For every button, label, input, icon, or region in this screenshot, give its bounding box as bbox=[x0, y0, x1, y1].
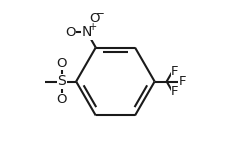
Text: N: N bbox=[82, 25, 92, 39]
Text: S: S bbox=[57, 74, 66, 89]
Text: +: + bbox=[89, 22, 97, 32]
Text: O: O bbox=[90, 12, 100, 25]
Text: F: F bbox=[171, 85, 179, 98]
Text: F: F bbox=[171, 65, 179, 78]
Text: F: F bbox=[178, 75, 186, 88]
Text: O: O bbox=[65, 26, 75, 39]
Text: O: O bbox=[56, 57, 67, 70]
Text: −: − bbox=[96, 9, 104, 19]
Text: O: O bbox=[56, 93, 67, 106]
